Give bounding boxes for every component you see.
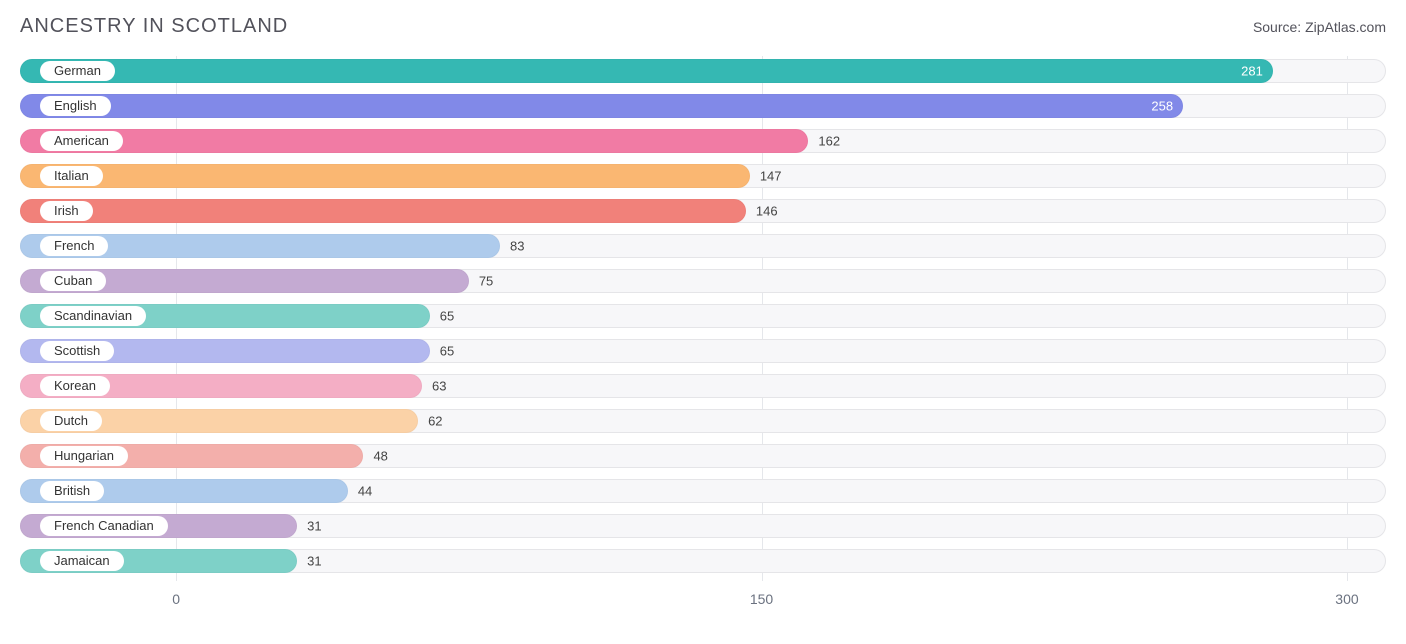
axis-tick: 0 [172, 591, 180, 607]
bar-value: 162 [818, 134, 840, 149]
ancestry-bar-chart: German 281 English 258 American 162 Italian 147… [20, 56, 1386, 611]
bar-row: French 83 [20, 231, 1386, 261]
bar-row: Irish 146 [20, 196, 1386, 226]
category-label: Korean [40, 376, 110, 396]
bar-value: 281 [1241, 64, 1263, 79]
bar-row: Cuban 75 [20, 266, 1386, 296]
bar-value: 65 [440, 309, 454, 324]
bar-row: Hungarian 48 [20, 441, 1386, 471]
header: ANCESTRY IN SCOTLAND Source: ZipAtlas.co… [20, 15, 1386, 38]
bar-value: 31 [307, 554, 321, 569]
bar-row: English 258 [20, 91, 1386, 121]
bar-row: Scandinavian 65 [20, 301, 1386, 331]
category-label: Dutch [40, 411, 102, 431]
bar [20, 129, 808, 153]
bar-value: 31 [307, 519, 321, 534]
source-attribution: Source: ZipAtlas.com [1253, 19, 1386, 35]
bar-row: Italian 147 [20, 161, 1386, 191]
bar-value: 147 [760, 169, 782, 184]
bar-row: Korean 63 [20, 371, 1386, 401]
category-label: Hungarian [40, 446, 128, 466]
bar-row: American 162 [20, 126, 1386, 156]
bar [20, 94, 1183, 118]
bar-value: 48 [373, 449, 387, 464]
category-label: Scottish [40, 341, 114, 361]
bar-row: German 281 [20, 56, 1386, 86]
bar-value: 65 [440, 344, 454, 359]
axis-tick: 300 [1335, 591, 1358, 607]
category-label: German [40, 61, 115, 81]
category-label: English [40, 96, 111, 116]
bar-value: 258 [1151, 99, 1173, 114]
bar-row: French Canadian 31 [20, 511, 1386, 541]
category-label: British [40, 481, 104, 501]
x-axis: 0 150 300 [20, 591, 1386, 611]
category-label: Cuban [40, 271, 106, 291]
category-label: Irish [40, 201, 93, 221]
bar-value: 146 [756, 204, 778, 219]
category-label: Italian [40, 166, 103, 186]
chart-rows: German 281 English 258 American 162 Italian 147… [20, 56, 1386, 576]
bar-value: 62 [428, 414, 442, 429]
bar-value: 44 [358, 484, 372, 499]
category-label: American [40, 131, 123, 151]
axis-tick: 150 [750, 591, 773, 607]
bar-value: 63 [432, 379, 446, 394]
bar-row: British 44 [20, 476, 1386, 506]
category-label: Jamaican [40, 551, 124, 571]
bar-value: 83 [510, 239, 524, 254]
bar-row: Dutch 62 [20, 406, 1386, 436]
bar-row: Scottish 65 [20, 336, 1386, 366]
bar-row: Jamaican 31 [20, 546, 1386, 576]
bar [20, 164, 750, 188]
bar [20, 199, 746, 223]
category-label: French [40, 236, 108, 256]
bar-value: 75 [479, 274, 493, 289]
bar [20, 59, 1273, 83]
category-label: French Canadian [40, 516, 168, 536]
chart-title: ANCESTRY IN SCOTLAND [20, 15, 288, 38]
category-label: Scandinavian [40, 306, 146, 326]
